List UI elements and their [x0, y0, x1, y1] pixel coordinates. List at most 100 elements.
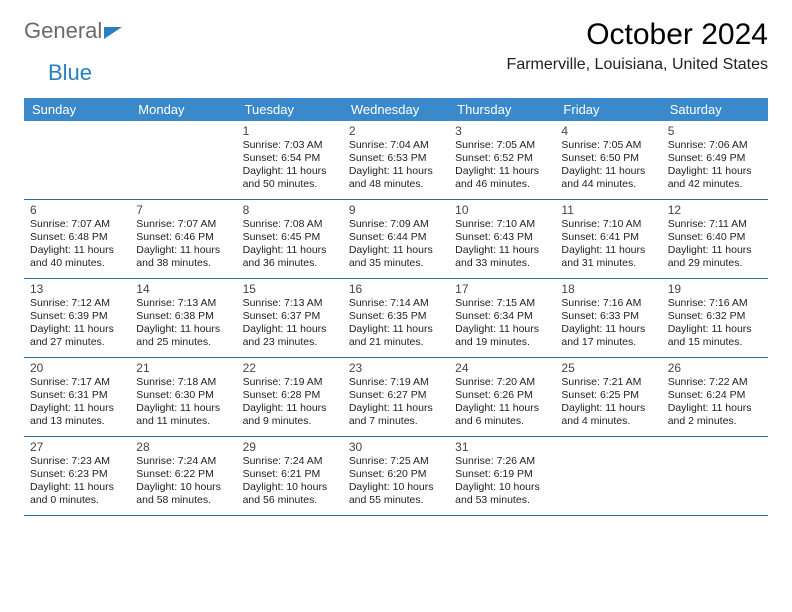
sunrise-text: Sunrise: 7:04 AM — [349, 139, 443, 152]
daylight-text: Daylight: 11 hours — [455, 165, 549, 178]
daylight-text: Daylight: 11 hours — [349, 165, 443, 178]
day-header: Saturday — [662, 98, 768, 121]
day-cell: 28Sunrise: 7:24 AMSunset: 6:22 PMDayligh… — [130, 437, 236, 515]
sunset-text: Sunset: 6:44 PM — [349, 231, 443, 244]
day-number: 19 — [668, 282, 762, 296]
daylight-text: and 0 minutes. — [30, 494, 124, 507]
sunrise-text: Sunrise: 7:17 AM — [30, 376, 124, 389]
day-header: Sunday — [24, 98, 130, 121]
sunset-text: Sunset: 6:41 PM — [561, 231, 655, 244]
day-cell: 8Sunrise: 7:08 AMSunset: 6:45 PMDaylight… — [237, 200, 343, 278]
daylight-text: Daylight: 11 hours — [561, 323, 655, 336]
sunset-text: Sunset: 6:22 PM — [136, 468, 230, 481]
day-header: Monday — [130, 98, 236, 121]
daylight-text: and 35 minutes. — [349, 257, 443, 270]
daylight-text: Daylight: 11 hours — [668, 402, 762, 415]
day-cell — [662, 437, 768, 515]
sunset-text: Sunset: 6:25 PM — [561, 389, 655, 402]
day-number: 15 — [243, 282, 337, 296]
sunset-text: Sunset: 6:33 PM — [561, 310, 655, 323]
day-cell: 12Sunrise: 7:11 AMSunset: 6:40 PMDayligh… — [662, 200, 768, 278]
sunrise-text: Sunrise: 7:03 AM — [243, 139, 337, 152]
calendar: Sunday Monday Tuesday Wednesday Thursday… — [24, 98, 768, 516]
daylight-text: Daylight: 11 hours — [561, 244, 655, 257]
sunset-text: Sunset: 6:31 PM — [30, 389, 124, 402]
sunrise-text: Sunrise: 7:12 AM — [30, 297, 124, 310]
sunset-text: Sunset: 6:34 PM — [455, 310, 549, 323]
day-number: 1 — [243, 124, 337, 138]
day-number: 16 — [349, 282, 443, 296]
day-number: 18 — [561, 282, 655, 296]
location-label: Farmerville, Louisiana, United States — [507, 56, 768, 74]
sunrise-text: Sunrise: 7:23 AM — [30, 455, 124, 468]
day-number: 22 — [243, 361, 337, 375]
sunrise-text: Sunrise: 7:07 AM — [136, 218, 230, 231]
day-number: 21 — [136, 361, 230, 375]
day-cell: 14Sunrise: 7:13 AMSunset: 6:38 PMDayligh… — [130, 279, 236, 357]
sunset-text: Sunset: 6:27 PM — [349, 389, 443, 402]
daylight-text: and 21 minutes. — [349, 336, 443, 349]
sunrise-text: Sunrise: 7:07 AM — [30, 218, 124, 231]
daylight-text: and 50 minutes. — [243, 178, 337, 191]
page-title: October 2024 — [507, 18, 768, 52]
day-cell — [555, 437, 661, 515]
day-cell: 20Sunrise: 7:17 AMSunset: 6:31 PMDayligh… — [24, 358, 130, 436]
daylight-text: Daylight: 10 hours — [136, 481, 230, 494]
daylight-text: and 17 minutes. — [561, 336, 655, 349]
sunrise-text: Sunrise: 7:21 AM — [561, 376, 655, 389]
sunset-text: Sunset: 6:35 PM — [349, 310, 443, 323]
day-cell: 23Sunrise: 7:19 AMSunset: 6:27 PMDayligh… — [343, 358, 449, 436]
day-number: 9 — [349, 203, 443, 217]
sunrise-text: Sunrise: 7:15 AM — [455, 297, 549, 310]
daylight-text: Daylight: 11 hours — [30, 323, 124, 336]
sunset-text: Sunset: 6:30 PM — [136, 389, 230, 402]
weeks-container: 1Sunrise: 7:03 AMSunset: 6:54 PMDaylight… — [24, 121, 768, 516]
day-cell: 7Sunrise: 7:07 AMSunset: 6:46 PMDaylight… — [130, 200, 236, 278]
daylight-text: Daylight: 11 hours — [30, 244, 124, 257]
day-number: 27 — [30, 440, 124, 454]
sunrise-text: Sunrise: 7:13 AM — [136, 297, 230, 310]
sunset-text: Sunset: 6:46 PM — [136, 231, 230, 244]
logo: General — [24, 18, 122, 44]
day-cell: 30Sunrise: 7:25 AMSunset: 6:20 PMDayligh… — [343, 437, 449, 515]
sunset-text: Sunset: 6:26 PM — [455, 389, 549, 402]
sunset-text: Sunset: 6:48 PM — [30, 231, 124, 244]
daylight-text: and 33 minutes. — [455, 257, 549, 270]
daylight-text: Daylight: 11 hours — [668, 165, 762, 178]
day-header: Thursday — [449, 98, 555, 121]
day-cell: 9Sunrise: 7:09 AMSunset: 6:44 PMDaylight… — [343, 200, 449, 278]
day-cell: 22Sunrise: 7:19 AMSunset: 6:28 PMDayligh… — [237, 358, 343, 436]
day-header: Friday — [555, 98, 661, 121]
day-number: 25 — [561, 361, 655, 375]
day-cell: 18Sunrise: 7:16 AMSunset: 6:33 PMDayligh… — [555, 279, 661, 357]
week-row: 13Sunrise: 7:12 AMSunset: 6:39 PMDayligh… — [24, 279, 768, 358]
daylight-text: and 23 minutes. — [243, 336, 337, 349]
sunset-text: Sunset: 6:32 PM — [668, 310, 762, 323]
day-number: 14 — [136, 282, 230, 296]
daylight-text: Daylight: 10 hours — [243, 481, 337, 494]
day-cell: 5Sunrise: 7:06 AMSunset: 6:49 PMDaylight… — [662, 121, 768, 199]
daylight-text: and 25 minutes. — [136, 336, 230, 349]
sunrise-text: Sunrise: 7:05 AM — [561, 139, 655, 152]
day-cell: 26Sunrise: 7:22 AMSunset: 6:24 PMDayligh… — [662, 358, 768, 436]
title-block: October 2024 Farmerville, Louisiana, Uni… — [507, 18, 768, 74]
sunrise-text: Sunrise: 7:08 AM — [243, 218, 337, 231]
day-number: 31 — [455, 440, 549, 454]
day-cell: 13Sunrise: 7:12 AMSunset: 6:39 PMDayligh… — [24, 279, 130, 357]
day-cell: 1Sunrise: 7:03 AMSunset: 6:54 PMDaylight… — [237, 121, 343, 199]
daylight-text: Daylight: 10 hours — [455, 481, 549, 494]
sunrise-text: Sunrise: 7:18 AM — [136, 376, 230, 389]
daylight-text: Daylight: 10 hours — [349, 481, 443, 494]
day-cell: 6Sunrise: 7:07 AMSunset: 6:48 PMDaylight… — [24, 200, 130, 278]
daylight-text: Daylight: 11 hours — [243, 323, 337, 336]
day-number: 3 — [455, 124, 549, 138]
day-cell: 27Sunrise: 7:23 AMSunset: 6:23 PMDayligh… — [24, 437, 130, 515]
sunrise-text: Sunrise: 7:24 AM — [136, 455, 230, 468]
sunrise-text: Sunrise: 7:19 AM — [349, 376, 443, 389]
sunrise-text: Sunrise: 7:19 AM — [243, 376, 337, 389]
daylight-text: and 7 minutes. — [349, 415, 443, 428]
logo-text-general: General — [24, 18, 102, 44]
day-number: 12 — [668, 203, 762, 217]
day-number: 23 — [349, 361, 443, 375]
day-number: 4 — [561, 124, 655, 138]
